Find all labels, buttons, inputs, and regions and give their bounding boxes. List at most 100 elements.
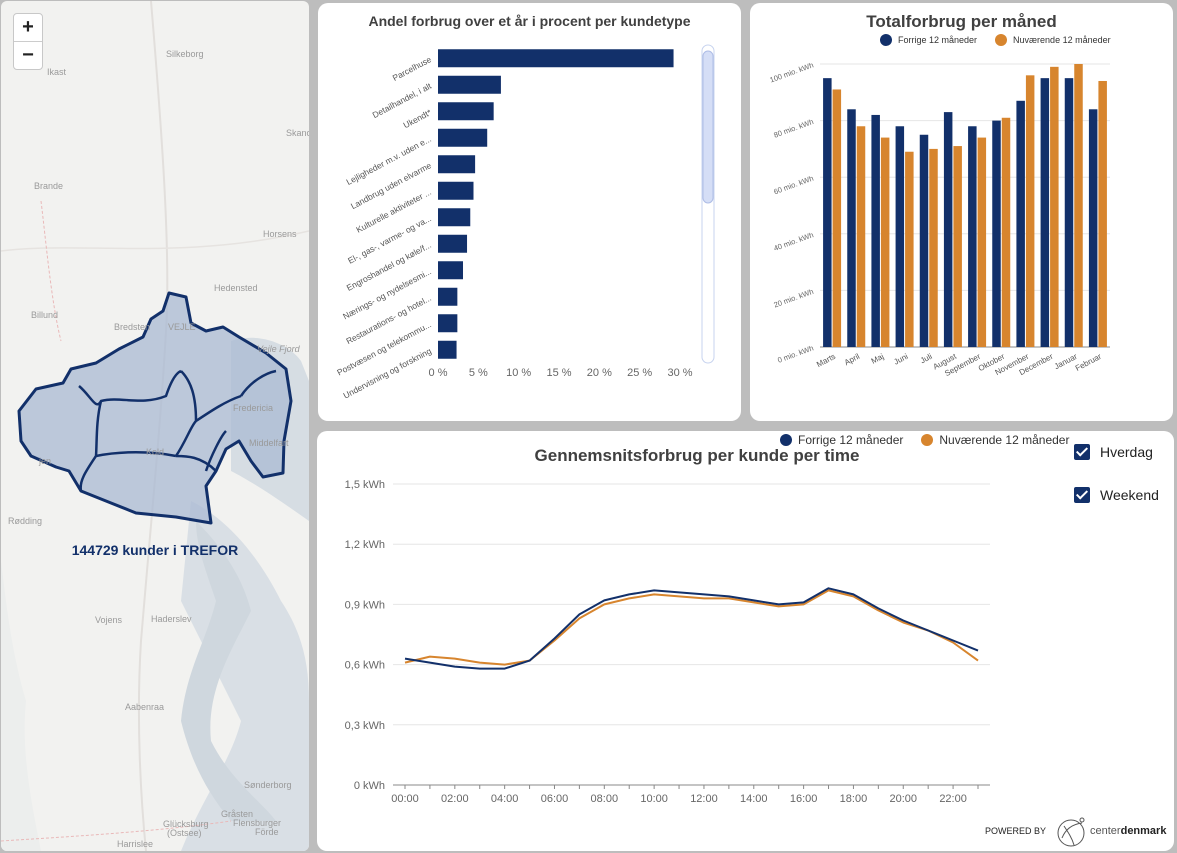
bar-previous[interactable]	[968, 126, 977, 347]
bar-current[interactable]	[1098, 80, 1107, 347]
line-previous[interactable]	[404, 587, 979, 670]
zoom-out-button[interactable]: −	[14, 41, 42, 69]
bar[interactable]	[438, 314, 458, 333]
category-label: El-, gas-, varme- og va...	[346, 213, 433, 266]
powered-by: POWERED BY centerdenmark	[985, 814, 1166, 848]
bar-current[interactable]	[977, 137, 987, 347]
weekend-checkbox[interactable]: Weekend	[1074, 484, 1159, 506]
bar-current[interactable]	[929, 148, 938, 347]
monthly-bar-chart: 0 mio. kWh 20 mio. kWh 40 mio. kWh 60 mio. …	[769, 60, 1110, 378]
x-tick-label: 10 %	[506, 367, 531, 379]
y-tick-label: 1,2 kWh	[345, 539, 385, 551]
bar-previous[interactable]	[823, 78, 832, 348]
y-tick-label: 40 mio. kWh	[772, 230, 814, 253]
day-type-filter: Hverdag Weekend	[1074, 441, 1159, 527]
place-label: Glücksburg	[163, 819, 209, 829]
bar-previous[interactable]	[1088, 109, 1098, 347]
border-line	[40, 200, 62, 342]
legend-label-current[interactable]: Nuværende 12 måneder	[939, 433, 1070, 447]
bar[interactable]	[438, 340, 457, 359]
bar-current[interactable]	[953, 146, 962, 347]
legend-label-previous[interactable]: Forrige 12 måneder	[898, 35, 978, 45]
place-label: Ikast	[47, 67, 67, 77]
y-tick-label: 0,3 kWh	[345, 720, 385, 732]
category-label: Lejligheder m.v. uden e...	[345, 134, 433, 187]
bar-previous[interactable]	[847, 109, 856, 347]
map-panel[interactable]: Silkeborg Ikast Skanc Brande Horsens Hed…	[1, 1, 309, 851]
hourly-line-chart: 0 kWh 0,3 kWh 0,6 kWh 0,9 kWh 1,2 kWh 1,5 kWh…	[345, 479, 990, 805]
bar-current[interactable]	[905, 151, 914, 347]
centerdenmark-logo-icon	[1057, 817, 1085, 847]
bar[interactable]	[438, 75, 501, 94]
place-label: Middelfart	[249, 438, 289, 448]
chart-title: Gennemsnitsforbrug per kunde per time	[534, 446, 860, 465]
customers-count-label: 144729 kunder i TREFOR	[71, 542, 239, 558]
bar-current[interactable]	[856, 126, 866, 347]
checkbox-label[interactable]: Hverdag	[1100, 444, 1153, 460]
bar-previous[interactable]	[1016, 100, 1025, 347]
y-tick-label: 60 mio. kWh	[772, 174, 814, 197]
x-tick-label: 5 %	[469, 367, 488, 379]
legend-label-current[interactable]: Nuværende 12 måneder	[1013, 35, 1111, 45]
bar[interactable]	[438, 181, 474, 200]
bar[interactable]	[438, 155, 476, 174]
customer-type-chart-panel: Andel forbrug over et år i procent per k…	[318, 3, 741, 421]
category-label: Restaurations- og hotel...	[344, 293, 433, 346]
bar[interactable]	[438, 234, 468, 253]
place-label: Sønderborg	[244, 780, 292, 790]
place-label: Gråsten	[221, 809, 254, 819]
bar-previous[interactable]	[895, 126, 905, 347]
bar-previous[interactable]	[919, 134, 929, 347]
bar[interactable]	[438, 102, 494, 121]
weekday-checkbox[interactable]: Hverdag	[1074, 441, 1159, 463]
bar-previous[interactable]	[992, 120, 1001, 347]
month-label: April	[843, 352, 862, 368]
x-tick-label: 18:00	[840, 793, 868, 805]
place-label: Haderslev	[151, 614, 192, 624]
chart-title: Andel forbrug over et år i procent per k…	[368, 13, 691, 29]
checkbox-checked-icon[interactable]	[1074, 444, 1090, 460]
bar[interactable]	[438, 208, 471, 227]
bar[interactable]	[438, 287, 458, 306]
checkbox-label[interactable]: Weekend	[1100, 487, 1159, 503]
x-tick-label: 08:00	[591, 793, 619, 805]
place-label: Förde	[255, 827, 279, 837]
legend-dot-previous	[780, 434, 792, 446]
water-area	[181, 521, 276, 821]
category-label: Landbrug uden elvarme	[349, 160, 433, 211]
zoom-in-button[interactable]: +	[22, 16, 34, 38]
bar-current[interactable]	[1025, 75, 1035, 347]
bar[interactable]	[438, 128, 488, 147]
line-current[interactable]	[404, 589, 979, 666]
y-tick-label: 0,9 kWh	[345, 599, 385, 611]
place-label: Rødding	[8, 516, 43, 526]
bar-previous[interactable]	[943, 112, 953, 347]
x-tick-label: 16:00	[790, 793, 818, 805]
x-tick-label: 06:00	[541, 793, 569, 805]
place-label: Bredsten	[114, 322, 151, 332]
x-tick-label: 0 %	[429, 367, 448, 379]
map-canvas[interactable]	[1, 1, 309, 851]
place-label: Horsens	[263, 229, 297, 239]
zoom-slider-handle[interactable]	[702, 50, 714, 204]
bar-current[interactable]	[1001, 117, 1011, 348]
place-label: Harrislee	[117, 839, 154, 849]
bar[interactable]	[438, 49, 674, 68]
bar-previous[interactable]	[871, 114, 880, 347]
place-label: VEJLE	[168, 322, 196, 332]
place-label: Aabenraa	[125, 702, 165, 712]
category-label: Ukendt*	[402, 107, 434, 130]
bar-previous[interactable]	[1064, 78, 1074, 348]
bar[interactable]	[438, 261, 464, 280]
bar-current[interactable]	[1074, 64, 1083, 347]
category-label: Engroshandel og køle/f...	[345, 240, 433, 293]
bar-current[interactable]	[832, 89, 842, 347]
bar-current[interactable]	[1050, 66, 1059, 347]
legend-label-previous[interactable]: Forrige 12 måneder	[798, 433, 904, 447]
checkbox-checked-icon[interactable]	[1074, 487, 1090, 503]
x-tick-label: 10:00	[640, 793, 668, 805]
y-tick-label: 80 mio. kWh	[772, 117, 814, 140]
bar-previous[interactable]	[1040, 78, 1050, 348]
bar-current[interactable]	[880, 137, 890, 347]
